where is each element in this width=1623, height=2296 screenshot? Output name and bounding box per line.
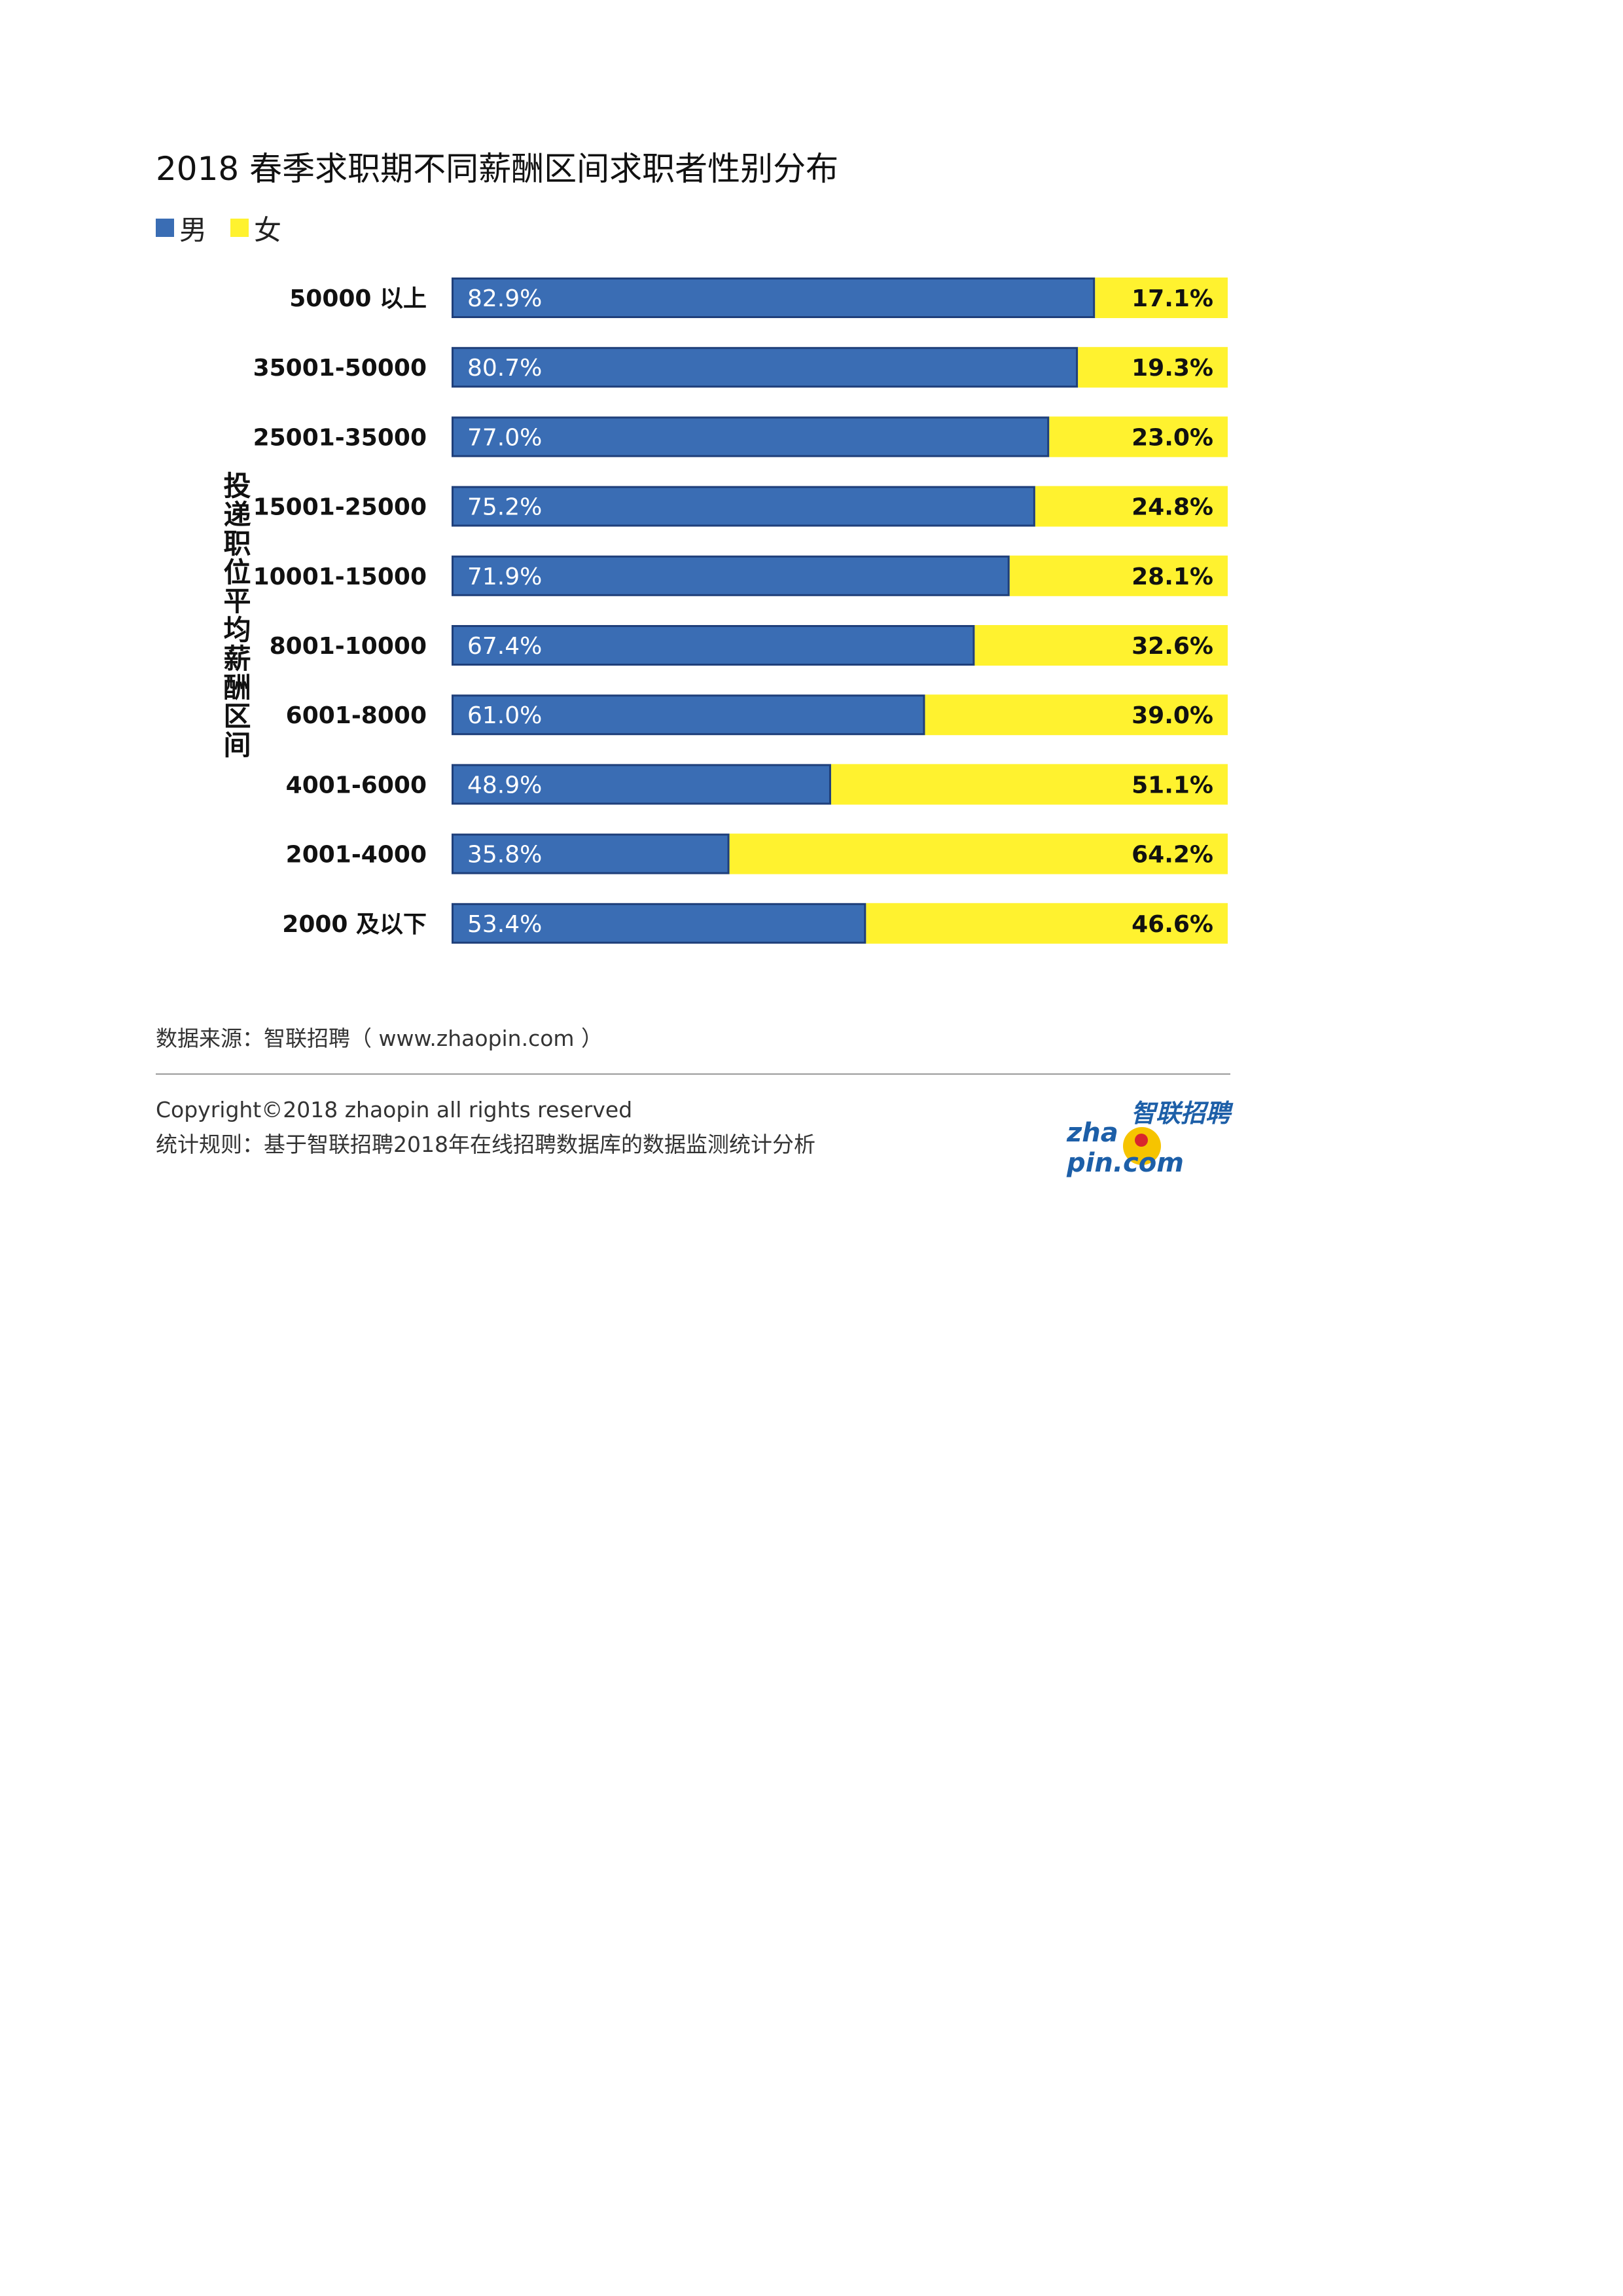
zhaopin-logo: 智联招聘 zha pin.com [1067, 1093, 1230, 1178]
bar-female [1035, 486, 1228, 527]
data-label-male: 71.9% [467, 564, 542, 590]
legend-swatch-male [156, 219, 174, 237]
data-label-male: 53.4% [467, 911, 542, 938]
y-axis-label: 投递职位平均薪酬区间 [219, 471, 251, 759]
category-label: 2001-4000 [286, 842, 427, 869]
data-label-male: 35.8% [467, 842, 542, 869]
legend-swatch-female [230, 219, 249, 237]
bar-female [1009, 555, 1228, 596]
data-label-female: 32.6% [1132, 633, 1213, 660]
bar-male [452, 833, 730, 874]
category-label: 8001-10000 [270, 633, 427, 660]
bar-female [830, 764, 1228, 805]
data-label-female: 19.3% [1132, 355, 1213, 382]
stacked-bar-chart: 50000 以上 82.9% 17.1% 35001-50000 80.7% 19.3% 2… [253, 278, 1228, 944]
data-label-female: 51.1% [1132, 772, 1213, 798]
data-label-female: 17.1% [1132, 285, 1213, 312]
copyright-text: Copyright©2018 zhaopin all rights reserv… [156, 1097, 633, 1122]
bar-male [452, 278, 1096, 318]
data-label-male: 61.0% [467, 702, 542, 729]
bar-male [452, 416, 1050, 457]
bar-female [866, 903, 1228, 944]
bar-male [452, 347, 1079, 388]
bar-male [452, 764, 831, 805]
bar-female [1078, 347, 1228, 388]
data-source: 数据来源：智联招聘（ www.zhaopin.com ） [156, 1026, 603, 1051]
legend-label-male: 男 [179, 213, 207, 246]
chart-title: 2018 春季求职期不同薪酬区间求职者性别分布 [156, 150, 839, 188]
bar-male [452, 555, 1010, 596]
bar-male [452, 625, 975, 666]
data-label-male: 77.0% [467, 424, 542, 451]
statistics-rule: 统计规则：基于智联招聘2018年在线招聘数据库的数据监测统计分析 [156, 1132, 815, 1157]
data-label-female: 64.2% [1132, 842, 1213, 869]
data-label-male: 48.9% [467, 772, 542, 798]
data-label-female: 28.1% [1132, 564, 1213, 590]
data-label-male: 80.7% [467, 355, 542, 382]
bar-female [729, 833, 1228, 874]
legend-item-male: 男 [156, 208, 207, 248]
category-label: 2000 及以下 [282, 911, 427, 938]
data-label-male: 75.2% [467, 494, 542, 521]
data-label-male: 82.9% [467, 285, 542, 312]
category-label: 35001-50000 [253, 355, 427, 382]
data-label-female: 39.0% [1132, 702, 1213, 729]
data-label-female: 24.8% [1132, 494, 1213, 521]
legend-label-female: 女 [254, 213, 282, 246]
data-label-male: 67.4% [467, 633, 542, 660]
footer-divider [156, 1073, 1230, 1075]
legend-item-female: 女 [230, 208, 281, 248]
bar-male [452, 903, 866, 944]
category-label: 50000 以上 [289, 285, 427, 312]
logo-en-text: zha pin.com [1067, 1118, 1184, 1178]
bar-female [1095, 278, 1228, 318]
bar-male [452, 694, 925, 736]
category-label: 25001-35000 [253, 424, 427, 451]
category-label: 15001-25000 [253, 494, 427, 521]
category-label: 6001-8000 [286, 702, 427, 729]
bar-female [925, 694, 1228, 736]
category-label: 10001-15000 [253, 564, 427, 590]
bar-male [452, 486, 1035, 527]
data-label-female: 46.6% [1132, 911, 1213, 938]
logo-red-dot-icon [1135, 1134, 1148, 1147]
legend: 男 女 [156, 209, 305, 246]
logo-cn-text: 智联招聘 [1130, 1099, 1230, 1128]
data-label-female: 23.0% [1132, 424, 1213, 451]
bar-female [974, 625, 1228, 666]
bar-female [1049, 416, 1228, 457]
category-label: 4001-6000 [286, 772, 427, 798]
